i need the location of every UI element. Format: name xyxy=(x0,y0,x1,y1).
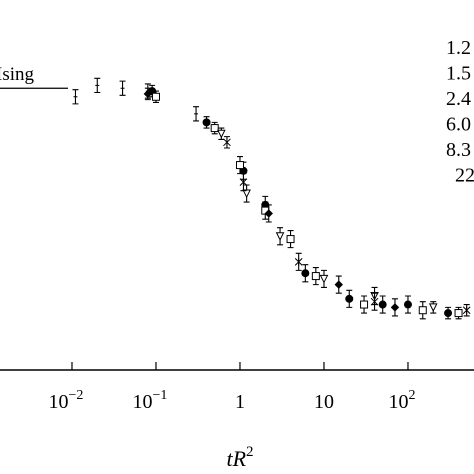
legend-label: 6.0 xyxy=(446,114,471,136)
point xyxy=(143,89,153,99)
x-tick-exponent: 2 xyxy=(408,388,415,403)
point xyxy=(360,300,369,309)
point xyxy=(239,178,248,187)
point xyxy=(462,306,471,315)
reference-label: Ising xyxy=(0,64,35,85)
x-axis-label: tR2 xyxy=(226,444,253,471)
x-tick-base: 10 xyxy=(49,391,69,413)
legend-label: 1.5 xyxy=(446,63,471,85)
point xyxy=(345,294,354,303)
point xyxy=(370,297,379,306)
point xyxy=(444,309,453,318)
point xyxy=(264,209,273,218)
point xyxy=(301,269,310,278)
point xyxy=(334,280,343,289)
legend-label: 2.4 xyxy=(446,88,471,110)
x-tick-exponent: −1 xyxy=(153,388,168,403)
x-tick-exponent: −2 xyxy=(69,388,84,403)
point xyxy=(311,272,320,281)
x-tick-label: 10 xyxy=(314,391,334,413)
point xyxy=(217,129,226,139)
point xyxy=(454,309,463,318)
point xyxy=(202,118,211,127)
x-tick-label: 10−2 xyxy=(49,388,84,413)
x-tick-label: 10−1 xyxy=(133,388,168,413)
point xyxy=(275,232,285,241)
legend-label: 1.2 xyxy=(446,37,471,59)
x-tick-label: 102 xyxy=(388,388,415,413)
x-label-base: tR xyxy=(226,446,246,471)
point xyxy=(319,274,329,284)
point xyxy=(210,124,219,133)
point xyxy=(378,300,387,309)
point xyxy=(418,306,427,315)
legend-label: 22 xyxy=(455,165,474,187)
point xyxy=(235,161,244,170)
x-label-sup: 2 xyxy=(246,444,254,460)
point xyxy=(428,303,438,313)
legend-label: 8.3 xyxy=(446,139,471,161)
point xyxy=(294,257,303,266)
point xyxy=(390,303,400,312)
point xyxy=(151,92,160,101)
point xyxy=(403,300,412,309)
x-tick-base: 10 xyxy=(388,391,408,413)
x-tick-label: 1 xyxy=(235,391,245,413)
point xyxy=(223,138,231,147)
point xyxy=(242,189,251,199)
x-tick-base: 10 xyxy=(133,391,153,413)
point xyxy=(286,235,295,244)
